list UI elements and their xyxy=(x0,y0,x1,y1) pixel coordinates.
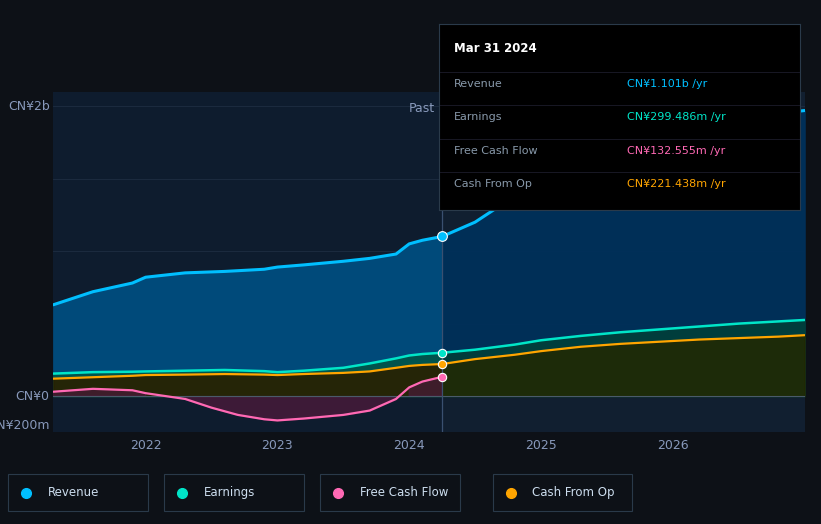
Text: Revenue: Revenue xyxy=(454,79,502,89)
Text: Mar 31 2024: Mar 31 2024 xyxy=(454,42,536,55)
Text: Free Cash Flow: Free Cash Flow xyxy=(360,486,448,499)
Bar xyxy=(53,92,443,432)
Text: CN¥1.101b /yr: CN¥1.101b /yr xyxy=(627,79,708,89)
Text: Earnings: Earnings xyxy=(204,486,255,499)
Text: Cash From Op: Cash From Op xyxy=(454,179,531,189)
FancyBboxPatch shape xyxy=(8,474,148,511)
Text: Revenue: Revenue xyxy=(48,486,99,499)
Text: Cash From Op: Cash From Op xyxy=(532,486,614,499)
FancyBboxPatch shape xyxy=(164,474,304,511)
Text: CN¥299.486m /yr: CN¥299.486m /yr xyxy=(627,112,726,122)
Text: Earnings: Earnings xyxy=(454,112,502,122)
Bar xyxy=(443,92,805,432)
FancyBboxPatch shape xyxy=(493,474,632,511)
Text: -CN¥200m: -CN¥200m xyxy=(0,419,49,432)
Text: CN¥2b: CN¥2b xyxy=(8,100,49,113)
Text: Analysts Forecasts: Analysts Forecasts xyxy=(450,102,566,115)
Text: CN¥132.555m /yr: CN¥132.555m /yr xyxy=(627,146,725,156)
Text: CN¥221.438m /yr: CN¥221.438m /yr xyxy=(627,179,726,189)
Text: Free Cash Flow: Free Cash Flow xyxy=(454,146,537,156)
FancyBboxPatch shape xyxy=(320,474,460,511)
Text: Past: Past xyxy=(409,102,434,115)
Text: CN¥0: CN¥0 xyxy=(16,389,49,402)
